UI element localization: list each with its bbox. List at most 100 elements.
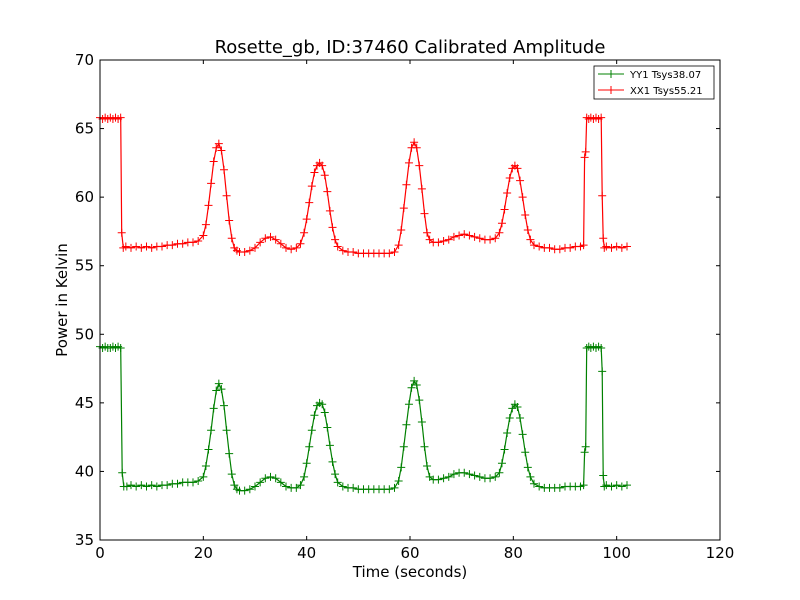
data-point (581, 147, 590, 156)
data-point (526, 235, 535, 244)
data-point (227, 234, 236, 243)
data-point (602, 481, 611, 490)
data-point (612, 481, 621, 490)
x-tick-label: 80 (504, 544, 523, 562)
data-point (475, 234, 484, 243)
data-point (385, 485, 394, 494)
data-point (623, 242, 631, 251)
data-point (331, 235, 340, 244)
data-point (338, 246, 347, 255)
data-point (240, 248, 249, 256)
data-point (261, 234, 270, 243)
data-point (204, 445, 213, 454)
data-point (168, 241, 177, 250)
data-point (617, 482, 626, 491)
data-point (423, 228, 432, 237)
legend-marker-xx1 (607, 86, 615, 94)
data-point (404, 400, 413, 409)
legend-marker-yy1 (607, 70, 615, 78)
data-point (214, 379, 223, 388)
data-point (256, 478, 265, 487)
data-point (328, 457, 337, 466)
data-point (521, 448, 530, 457)
data-point (410, 376, 419, 385)
data-point (600, 243, 609, 252)
data-point (117, 228, 126, 237)
data-point (579, 481, 588, 490)
data-point (402, 420, 411, 429)
data-point (385, 249, 394, 258)
data-point (217, 146, 226, 155)
data-point (444, 472, 453, 481)
data-point (137, 481, 146, 490)
data-point (310, 411, 319, 420)
data-point (256, 238, 265, 247)
data-point (449, 232, 458, 241)
data-point (178, 239, 187, 248)
data-point (204, 201, 213, 210)
data-point (417, 184, 426, 193)
data-point (271, 474, 280, 483)
data-point (271, 235, 280, 244)
data-point (333, 242, 342, 251)
data-point (397, 463, 406, 472)
data-point (318, 400, 327, 409)
data-point (394, 241, 403, 250)
data-point (220, 401, 228, 410)
data-point (132, 242, 141, 251)
data-point (121, 242, 130, 251)
data-point (118, 468, 127, 477)
data-point (470, 471, 479, 480)
data-point (292, 483, 301, 492)
data-point (555, 483, 564, 492)
data-point (439, 237, 448, 246)
data-point (555, 245, 564, 254)
data-point (415, 396, 424, 405)
y-tick-label: 60 (75, 188, 94, 206)
data-point (523, 226, 532, 235)
data-point (412, 143, 421, 152)
data-point (212, 386, 221, 395)
data-point (349, 483, 358, 492)
data-point (217, 385, 226, 394)
data-point (444, 235, 453, 244)
data-point (276, 478, 285, 487)
y-tick-label: 65 (75, 120, 94, 138)
x-tick-label: 0 (95, 544, 105, 562)
data-point (491, 234, 500, 243)
data-point (434, 475, 443, 484)
data-point (526, 472, 535, 481)
data-point (612, 242, 621, 251)
data-point (194, 477, 203, 486)
data-point (251, 482, 259, 491)
data-point (142, 242, 151, 251)
data-point (323, 187, 332, 196)
y-tick-label: 70 (75, 51, 94, 69)
data-point (331, 470, 340, 479)
data-point (399, 204, 408, 213)
data-point (261, 474, 270, 483)
data-point (404, 158, 413, 167)
data-point (122, 482, 131, 491)
data-point (245, 485, 254, 494)
x-tick-label: 60 (400, 544, 419, 562)
data-point (503, 429, 512, 438)
series-1 (96, 113, 631, 258)
data-point (460, 230, 469, 239)
data-point (535, 482, 544, 491)
data-point (497, 219, 506, 228)
data-point (300, 472, 309, 481)
data-point (199, 472, 208, 481)
data-point (390, 248, 399, 256)
data-point (230, 481, 239, 490)
data-point (566, 243, 575, 252)
data-point (390, 483, 399, 492)
data-point (597, 113, 606, 122)
data-point (207, 426, 216, 435)
x-tick-label: 120 (706, 544, 735, 562)
data-point (579, 241, 588, 250)
data-point (623, 481, 631, 490)
data-point (580, 448, 589, 457)
data-point (222, 191, 231, 200)
